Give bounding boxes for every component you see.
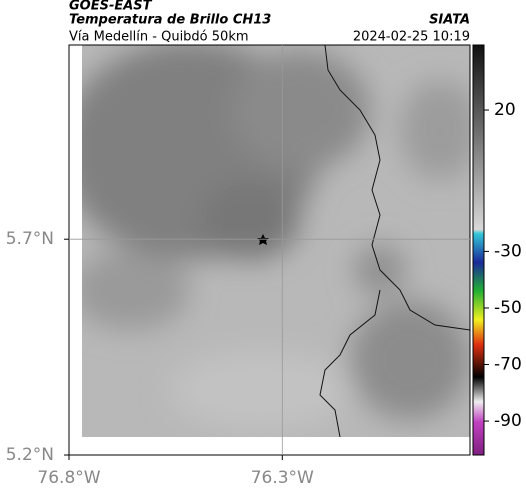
colorbar-tick-label: -90 xyxy=(494,411,522,431)
y-tick-label: 5.7°N xyxy=(6,229,54,249)
product: Temperatura de Brillo CH13 xyxy=(69,13,271,28)
satellite-image xyxy=(82,45,470,437)
colorbar-tick-label: -30 xyxy=(494,241,522,261)
colorbar xyxy=(472,44,485,456)
x-tick-label: 76.8°W xyxy=(37,468,100,488)
map-frame xyxy=(68,44,471,456)
colorbar-tick-label: -70 xyxy=(494,355,522,375)
y-tick-label: 5.2°N xyxy=(6,445,54,465)
region: Vía Medellín - Quibdó 50km xyxy=(69,30,249,45)
colorbar-tick-label: 20 xyxy=(494,100,516,120)
source: GOES-EAST xyxy=(69,0,153,14)
x-tick-label: 76.3°W xyxy=(251,468,314,488)
colorbar-tick-label: -50 xyxy=(494,298,522,318)
agency: SIATA xyxy=(429,13,470,28)
datetime: 2024-02-25 10:19 xyxy=(353,30,470,45)
